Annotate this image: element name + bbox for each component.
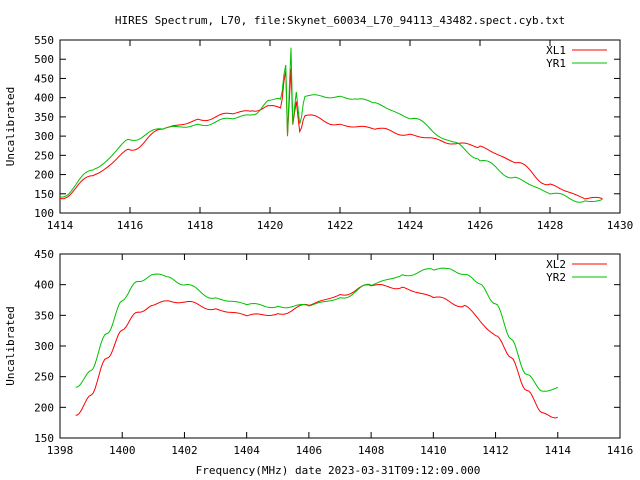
legend-label: XL1 bbox=[546, 44, 566, 57]
y-axis-label: Uncalibrated bbox=[4, 306, 17, 385]
y-tick-label: 350 bbox=[34, 309, 54, 322]
y-tick-label: 150 bbox=[34, 432, 54, 445]
y-tick-label: 450 bbox=[34, 248, 54, 261]
y-tick-label: 100 bbox=[34, 207, 54, 220]
x-tick-label: 1400 bbox=[109, 444, 136, 457]
y-tick-label: 500 bbox=[34, 53, 54, 66]
y-axis-label: Uncalibrated bbox=[4, 87, 17, 166]
x-tick-label: 1430 bbox=[607, 219, 634, 232]
chart-title: HIRES Spectrum, L70, file:Skynet_60034_L… bbox=[115, 14, 565, 27]
y-tick-label: 550 bbox=[34, 34, 54, 47]
x-tick-label: 1420 bbox=[257, 219, 284, 232]
x-tick-label: 1402 bbox=[171, 444, 198, 457]
y-tick-label: 150 bbox=[34, 188, 54, 201]
x-tick-label: 1428 bbox=[537, 219, 564, 232]
y-tick-label: 200 bbox=[34, 169, 54, 182]
legend-label: XL2 bbox=[546, 258, 566, 271]
series-line-yr2 bbox=[75, 267, 559, 392]
x-tick-label: 1408 bbox=[358, 444, 385, 457]
legend-label: YR2 bbox=[546, 271, 566, 284]
x-tick-label: 1424 bbox=[397, 219, 424, 232]
series-line-yr1 bbox=[59, 47, 603, 203]
y-tick-label: 400 bbox=[34, 279, 54, 292]
y-tick-label: 450 bbox=[34, 72, 54, 85]
legend-label: YR1 bbox=[546, 57, 566, 70]
x-tick-label: 1416 bbox=[117, 219, 144, 232]
x-tick-label: 1404 bbox=[233, 444, 260, 457]
x-tick-label: 1422 bbox=[327, 219, 354, 232]
x-tick-label: 1426 bbox=[467, 219, 494, 232]
y-tick-label: 300 bbox=[34, 340, 54, 353]
x-tick-label: 1418 bbox=[187, 219, 214, 232]
y-tick-label: 400 bbox=[34, 92, 54, 105]
series-line-xl1 bbox=[59, 68, 603, 200]
plot-2: 1398 1400 1402 1404 1406 1408 1410 1412 1414 1416… bbox=[4, 248, 633, 457]
plot-frame bbox=[59, 253, 621, 439]
plot-1: 1414 1416 1418 1420 1422 1424 1426 1428 1430 100 1… bbox=[4, 34, 633, 232]
x-tick-label: 1416 bbox=[607, 444, 634, 457]
y-tick-label: 250 bbox=[34, 149, 54, 162]
x-tick-label: 1414 bbox=[545, 444, 572, 457]
y-tick-label: 350 bbox=[34, 111, 54, 124]
x-tick-label: 1406 bbox=[296, 444, 323, 457]
x-axis-label: Frequency(MHz) date 2023-03-31T09:12:09.… bbox=[196, 464, 481, 477]
y-tick-label: 200 bbox=[34, 401, 54, 414]
series-line-xl2 bbox=[75, 283, 559, 419]
x-tick-label: 1412 bbox=[482, 444, 509, 457]
x-tick-label: 1414 bbox=[47, 219, 74, 232]
x-tick-label: 1398 bbox=[47, 444, 74, 457]
y-tick-label: 300 bbox=[34, 130, 54, 143]
x-tick-label: 1410 bbox=[420, 444, 447, 457]
y-tick-label: 250 bbox=[34, 371, 54, 384]
